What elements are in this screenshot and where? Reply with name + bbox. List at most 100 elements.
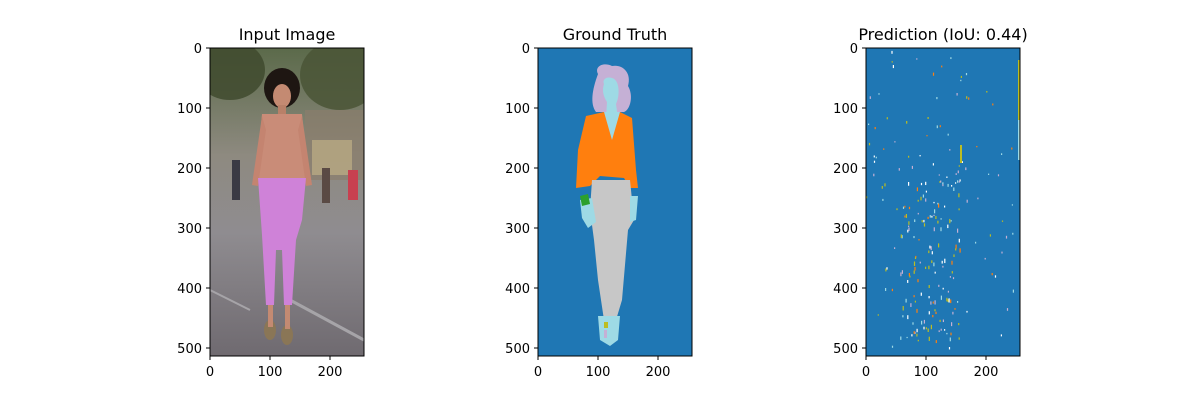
prediction-pixel xyxy=(941,65,943,68)
prediction-pixel xyxy=(937,202,939,205)
prediction-pixel xyxy=(975,241,977,244)
input-photo xyxy=(210,48,364,356)
prediction-pixel xyxy=(947,299,949,303)
ground-truth-mask xyxy=(538,48,692,356)
prediction-pixel xyxy=(877,314,879,316)
prediction-pixel xyxy=(923,219,925,223)
prediction-pixel xyxy=(901,270,903,274)
prediction-pixel xyxy=(927,216,929,219)
prediction-pixel xyxy=(932,72,935,76)
prediction-pixel xyxy=(948,347,951,350)
prediction-pixel xyxy=(944,329,946,331)
prediction-pixel xyxy=(920,196,922,201)
prediction-pixel xyxy=(891,50,893,54)
prediction-pixel xyxy=(920,292,922,296)
prediction-pixel xyxy=(966,96,968,99)
prediction-pixel xyxy=(994,275,997,278)
prediction-pixel xyxy=(942,319,944,323)
prediction-pixel xyxy=(905,298,907,303)
prediction-pixel xyxy=(957,228,959,233)
y-tick-label: 300 xyxy=(833,222,858,237)
prediction-pixel xyxy=(1012,289,1014,293)
prediction-pixel xyxy=(951,271,953,274)
prediction-pixel xyxy=(917,279,919,283)
x-tick-label: 0 xyxy=(206,365,214,380)
prediction-pixel xyxy=(904,215,906,218)
prediction-pixel xyxy=(931,215,933,218)
y-axis: 0 100 200 300 400 500 xyxy=(505,42,538,357)
x-axis: 0 100 200 xyxy=(534,356,670,380)
x-tick-label: 0 xyxy=(534,365,542,380)
prediction-pixel xyxy=(953,254,955,257)
prediction-pixel xyxy=(965,167,967,171)
prediction-pixel xyxy=(908,273,910,277)
prediction-pixel xyxy=(928,336,930,341)
y-tick-label: 100 xyxy=(833,102,858,117)
panel-title: Input Image xyxy=(239,25,336,44)
prediction-pixel xyxy=(942,183,944,187)
prediction-pixel xyxy=(908,155,910,158)
prediction-pixel xyxy=(934,271,936,274)
prediction-pixel xyxy=(916,58,918,60)
prediction-pixel xyxy=(1001,153,1003,155)
prediction-pixel xyxy=(958,180,960,183)
prediction-pixel xyxy=(916,308,918,313)
prediction-pixel xyxy=(955,248,957,251)
y-axis: 0 100 200 300 400 500 xyxy=(833,42,866,357)
prediction-mask xyxy=(866,48,1020,356)
prediction-pixel xyxy=(931,251,933,255)
prediction-pixel xyxy=(949,149,951,151)
y-tick-label: 0 xyxy=(850,42,858,57)
prediction-pixel xyxy=(928,311,930,315)
y-tick-label: 100 xyxy=(177,102,202,117)
prediction-pixel xyxy=(916,187,918,192)
y-tick-label: 500 xyxy=(505,342,530,357)
y-tick-label: 0 xyxy=(522,42,530,57)
prediction-pixel xyxy=(936,125,938,129)
prediction-pixel xyxy=(898,168,900,171)
prediction-pixel xyxy=(914,257,917,259)
prediction-pixel xyxy=(913,236,915,239)
prediction-pixel xyxy=(942,287,944,290)
prediction-pixel xyxy=(997,174,1000,177)
prediction-pixel xyxy=(938,203,940,208)
prediction-pixel xyxy=(966,310,968,313)
y-tick-label: 300 xyxy=(177,222,202,237)
prediction-pixel xyxy=(925,266,927,269)
prediction-pixel xyxy=(912,322,914,325)
prediction-pixel xyxy=(873,160,876,163)
y-tick-label: 200 xyxy=(505,162,530,177)
prediction-pixel xyxy=(938,284,940,287)
prediction-pixel xyxy=(925,190,927,193)
x-tick-label: 0 xyxy=(862,365,870,380)
prediction-pixel xyxy=(910,303,912,307)
prediction-pixel xyxy=(950,57,952,60)
panel-ground-truth: Ground Truth xyxy=(505,25,693,380)
y-tick-label: 400 xyxy=(505,282,530,297)
prediction-pixel xyxy=(928,285,930,289)
prediction-pixel xyxy=(961,161,963,163)
prediction-pixel xyxy=(947,290,949,293)
prediction-pixel xyxy=(939,181,941,183)
prediction-pixel xyxy=(930,324,932,330)
prediction-pixel xyxy=(923,319,925,324)
prediction-pixel xyxy=(901,235,903,239)
prediction-pixel xyxy=(905,214,907,218)
prediction-pixel xyxy=(892,65,894,69)
y-tick-label: 0 xyxy=(194,42,202,57)
prediction-pixel xyxy=(958,193,960,198)
prediction-pixel xyxy=(914,267,916,271)
prediction-pixel xyxy=(950,220,952,222)
prediction-pixel xyxy=(936,97,938,100)
prediction-pixel xyxy=(914,331,916,335)
prediction-pixel xyxy=(909,275,911,278)
prediction-pixel xyxy=(934,300,936,305)
prediction-pixel xyxy=(1001,251,1003,254)
prediction-pixel xyxy=(907,280,909,283)
panel-input-image: Input Image xyxy=(177,25,365,380)
prediction-pixel xyxy=(891,345,894,348)
prediction-pixel xyxy=(918,239,920,241)
prediction-pixel xyxy=(946,332,948,335)
prediction-pixel xyxy=(896,208,898,211)
